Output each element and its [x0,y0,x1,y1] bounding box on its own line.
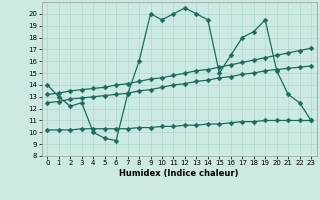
X-axis label: Humidex (Indice chaleur): Humidex (Indice chaleur) [119,169,239,178]
